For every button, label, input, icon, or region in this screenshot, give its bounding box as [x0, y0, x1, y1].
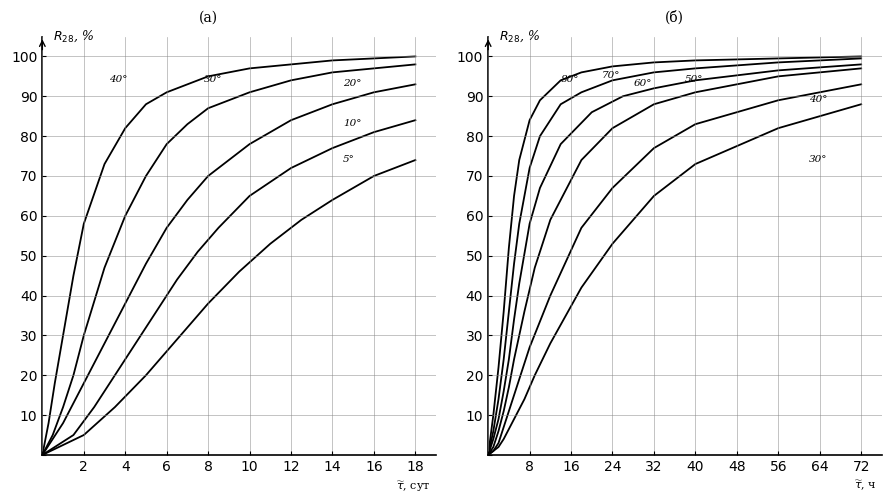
Text: (а): (а): [198, 11, 218, 25]
Text: (б): (б): [665, 10, 684, 25]
Text: $R_{28}$, %: $R_{28}$, %: [53, 29, 94, 44]
Text: $\widetilde{\tau}$, сут: $\widetilde{\tau}$, сут: [396, 479, 430, 493]
Text: 10°: 10°: [343, 119, 362, 128]
Text: 5°: 5°: [343, 155, 355, 164]
Text: 30°: 30°: [204, 75, 222, 85]
Text: $R_{28}$, %: $R_{28}$, %: [498, 29, 539, 44]
Text: 30°: 30°: [809, 155, 828, 164]
Text: 40°: 40°: [809, 95, 828, 104]
Text: 50°: 50°: [685, 75, 704, 85]
Text: 70°: 70°: [602, 71, 621, 80]
Text: 80°: 80°: [561, 75, 580, 85]
Text: $\widetilde{\tau}$, ч: $\widetilde{\tau}$, ч: [855, 479, 877, 493]
Text: 60°: 60°: [633, 79, 652, 89]
Text: 40°: 40°: [109, 75, 127, 85]
Text: 20°: 20°: [343, 79, 362, 89]
